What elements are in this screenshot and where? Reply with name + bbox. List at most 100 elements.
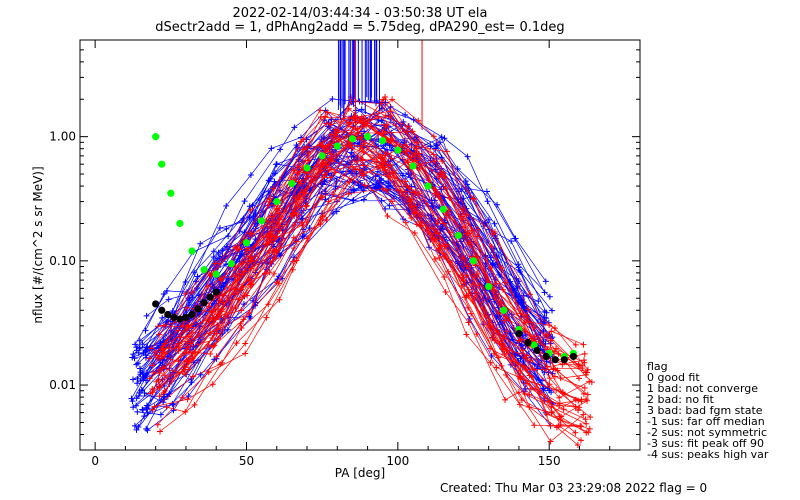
red-plus-marker — [574, 441, 581, 448]
blue-plus-marker — [293, 142, 300, 149]
blue-plus-marker — [514, 283, 521, 290]
red-plus-marker — [575, 407, 582, 414]
red-plus-marker — [212, 260, 219, 267]
black-fit-point — [200, 299, 208, 307]
red-plus-marker — [263, 314, 270, 321]
red-plus-marker — [156, 384, 163, 391]
red-plus-marker — [499, 346, 506, 353]
red-spectrum-line — [159, 120, 580, 379]
red-plus-marker — [207, 330, 214, 337]
red-plus-marker — [430, 151, 437, 158]
red-plus-marker — [345, 190, 352, 197]
red-plus-marker — [552, 366, 559, 373]
legend-entry: -1 sus: far off median — [647, 415, 765, 428]
red-plus-marker — [587, 414, 594, 421]
red-plus-marker — [361, 182, 368, 189]
red-plus-marker — [582, 369, 589, 376]
red-plus-marker — [152, 349, 159, 356]
red-plus-marker — [328, 166, 335, 173]
red-plus-marker — [502, 313, 509, 320]
blue-plus-marker — [220, 282, 227, 289]
red-plus-marker — [410, 210, 417, 217]
red-plus-marker — [276, 222, 283, 229]
red-plus-marker — [233, 286, 240, 293]
red-spectrum-line — [157, 131, 587, 373]
blue-plus-marker — [160, 399, 167, 406]
red-plus-marker — [323, 216, 330, 223]
red-plus-marker — [385, 138, 392, 145]
legend-entry: 1 bad: not converge — [647, 382, 758, 395]
blue-plus-marker — [291, 124, 298, 131]
red-plus-marker — [212, 316, 219, 323]
red-plus-marker — [523, 311, 530, 318]
red-plus-marker — [558, 413, 565, 420]
green-fit-point — [469, 257, 478, 265]
red-plus-marker — [248, 231, 255, 238]
red-spectrum-line — [156, 151, 590, 430]
blue-plus-marker — [360, 187, 367, 194]
red-plus-marker — [402, 141, 409, 148]
red-spectrum-line — [162, 115, 583, 370]
red-plus-marker — [406, 184, 413, 191]
red-plus-marker — [491, 350, 498, 357]
red-plus-marker — [439, 158, 446, 165]
red-plus-marker — [189, 289, 196, 296]
green-fit-point — [454, 231, 462, 240]
red-plus-marker — [157, 428, 164, 435]
red-plus-marker — [440, 169, 447, 176]
blue-plus-marker — [548, 389, 555, 396]
blue-plus-marker — [131, 355, 138, 362]
black-fit-point — [560, 356, 568, 364]
blue-plus-marker — [135, 349, 142, 356]
blue-plus-marker — [143, 312, 150, 319]
blue-plus-marker — [134, 360, 141, 367]
red-spectrum-line — [158, 144, 587, 404]
red-plus-marker — [156, 393, 163, 400]
blue-plus-marker — [507, 278, 514, 285]
blue-plus-marker — [378, 175, 385, 182]
blue-plus-marker — [410, 116, 417, 123]
red-plus-marker — [328, 151, 335, 158]
red-plus-marker — [493, 364, 500, 371]
red-plus-marker — [527, 385, 534, 392]
red-plus-marker — [408, 203, 415, 210]
red-plus-marker — [374, 130, 381, 137]
red-spectrum-line — [163, 116, 585, 364]
red-plus-marker — [531, 422, 538, 429]
red-plus-marker — [375, 164, 382, 171]
chart-subtitle: dSectr2add = 1, dPhAng2add = 5.75deg, dP… — [155, 20, 564, 35]
red-plus-marker — [147, 390, 154, 397]
blue-plus-marker — [386, 202, 393, 209]
red-plus-marker — [557, 421, 564, 428]
blue-plus-marker — [247, 171, 254, 178]
blue-plus-marker — [129, 398, 136, 405]
red-plus-marker — [236, 246, 243, 253]
red-plus-marker — [276, 296, 283, 303]
red-plus-marker — [267, 223, 274, 230]
red-spectrum-line — [159, 154, 589, 433]
red-plus-marker — [150, 369, 157, 376]
red-plus-marker — [231, 273, 238, 279]
blue-plus-marker — [377, 179, 384, 186]
blue-plus-marker — [143, 425, 150, 432]
blue-plus-marker — [454, 165, 461, 172]
blue-plus-marker — [348, 153, 355, 160]
red-plus-marker — [205, 369, 212, 376]
red-plus-marker — [441, 273, 448, 280]
blue-plus-marker — [140, 374, 147, 381]
red-spectrum-line — [159, 115, 593, 383]
red-plus-marker — [359, 170, 366, 177]
blue-plus-marker — [484, 198, 491, 205]
red-plus-marker — [431, 225, 438, 232]
red-plus-marker — [322, 148, 329, 155]
green-fit-point — [530, 341, 538, 349]
red-plus-marker — [547, 438, 554, 445]
blue-plus-marker — [144, 427, 151, 434]
red-plus-marker — [515, 389, 522, 396]
red-plus-marker — [362, 115, 369, 122]
red-plus-marker — [348, 144, 355, 151]
blue-plus-marker — [130, 376, 137, 383]
blue-plus-marker — [522, 385, 529, 392]
blue-plus-marker — [185, 392, 192, 399]
green-fit-point — [200, 266, 208, 274]
